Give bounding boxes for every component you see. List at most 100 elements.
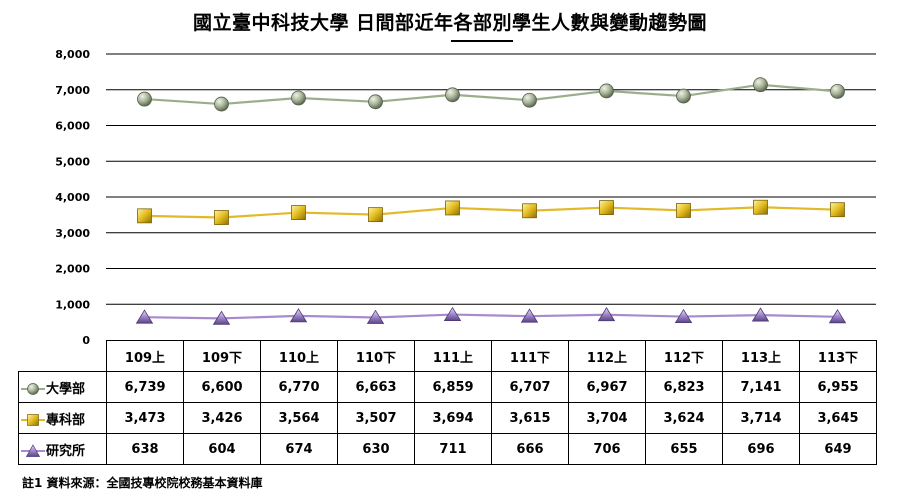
- data-point: [135, 309, 154, 324]
- data-label: 3,507: [337, 402, 415, 434]
- series-line-2: [144, 206, 838, 219]
- table-row: 專科部 3,473 3,426 3,564 3,507 3,694 3,615 3,704 3,…: [18, 402, 877, 434]
- y-tick-label: 1,000: [55, 298, 90, 311]
- y-tick-label: 5,000: [55, 155, 90, 168]
- data-label: 6,770: [260, 371, 338, 403]
- y-tick-label: 4,000: [55, 191, 90, 204]
- data-point: [366, 309, 385, 324]
- data-label: 6,739: [106, 371, 184, 403]
- data-point: [368, 94, 383, 110]
- data-label: 3,694: [414, 402, 492, 434]
- data-point: [212, 310, 231, 325]
- x-category-label: 112下: [645, 340, 723, 372]
- data-point: [137, 208, 152, 224]
- data-point: [443, 306, 462, 321]
- data-point: [753, 77, 768, 93]
- data-label: 3,624: [645, 402, 723, 434]
- data-point: [445, 87, 460, 103]
- legend-marker-icon: [21, 444, 45, 457]
- data-point: [753, 199, 768, 215]
- y-tick-label: 2,000: [55, 263, 90, 276]
- legend-label: 專科部: [46, 412, 86, 428]
- data-label: 696: [722, 433, 800, 465]
- data-point: [830, 202, 845, 218]
- legend-entry: 研究所: [18, 433, 107, 465]
- data-label: 666: [491, 433, 569, 465]
- data-label: 6,859: [414, 371, 492, 403]
- data-table: 109上 109下 110上 110下 111上 111下 112上 112下 113上 113下…: [18, 340, 877, 465]
- x-category-label: 109上: [106, 340, 184, 372]
- x-category-label: 113上: [722, 340, 800, 372]
- data-label: 3,473: [106, 402, 184, 434]
- data-label: 649: [799, 433, 877, 465]
- data-label: 6,967: [568, 371, 646, 403]
- data-label: 630: [337, 433, 415, 465]
- x-category-label: 110下: [337, 340, 415, 372]
- x-category-label: 111下: [491, 340, 569, 372]
- data-label: 674: [260, 433, 338, 465]
- legend-entry: 專科部: [18, 402, 107, 434]
- y-tick-label: 6,000: [55, 120, 90, 133]
- table-row: 研究所 638 604 674 630 711 666 706 655 696 649: [18, 433, 877, 465]
- data-point: [214, 96, 229, 112]
- data-point: [291, 90, 306, 106]
- data-label: 706: [568, 433, 646, 465]
- data-point: [599, 200, 614, 215]
- data-label: 6,707: [491, 371, 569, 403]
- y-tick-label: 0: [82, 334, 90, 345]
- data-point: [522, 203, 537, 219]
- data-label: 3,615: [491, 402, 569, 434]
- table-corner: [18, 340, 107, 372]
- series-line-3: [144, 313, 838, 320]
- data-point: [830, 83, 845, 99]
- legend-marker-icon: [21, 414, 45, 426]
- data-point: [445, 200, 460, 216]
- chart-title: 國立臺中科技大學 日間部近年各部別學生人數與變動趨勢圖: [192, 12, 708, 34]
- data-label: 6,955: [799, 371, 877, 403]
- data-point: [289, 308, 308, 323]
- data-point: [676, 203, 691, 218]
- data-label: 604: [183, 433, 261, 465]
- data-label: 3,564: [260, 402, 338, 434]
- data-point: [214, 210, 229, 225]
- data-label: 6,823: [645, 371, 723, 403]
- legend-entry: 大學部: [18, 371, 107, 403]
- x-category-label: 110上: [260, 340, 338, 372]
- data-point: [599, 83, 614, 99]
- title-underline: [451, 40, 513, 42]
- data-label: 6,663: [337, 371, 415, 403]
- series-line-1: [144, 83, 838, 106]
- legend-marker-icon: [21, 383, 45, 395]
- y-tick-label: 7,000: [55, 84, 90, 97]
- data-label: 638: [106, 433, 184, 465]
- y-tick-label: 3,000: [55, 227, 90, 240]
- data-label: 3,714: [722, 402, 800, 434]
- data-label: 711: [414, 433, 492, 465]
- data-label: 6,600: [183, 371, 261, 403]
- data-point: [751, 307, 770, 322]
- data-point: [368, 207, 383, 223]
- legend-label: 研究所: [46, 443, 86, 459]
- data-label: 7,141: [722, 371, 800, 403]
- x-category-label: 112上: [568, 340, 646, 372]
- data-point: [674, 308, 693, 323]
- data-point: [520, 308, 539, 323]
- legend-label: 大學部: [46, 381, 86, 397]
- x-category-label: 111上: [414, 340, 492, 372]
- data-label: 3,426: [183, 402, 261, 434]
- x-category-label: 113下: [799, 340, 877, 372]
- x-category-label: 109下: [183, 340, 261, 372]
- data-point: [676, 88, 691, 104]
- data-label: 3,645: [799, 402, 877, 434]
- source-note: 註1 資料來源：全國技專校院校務基本資料庫: [22, 476, 263, 490]
- data-point: [828, 309, 847, 324]
- y-tick-label: 8,000: [55, 48, 90, 61]
- data-point: [291, 205, 306, 220]
- data-label: 655: [645, 433, 723, 465]
- data-point: [522, 92, 537, 108]
- table-row: 大學部 6,739 6,600 6,770 6,663 6,859 6,707 6,967 6,…: [18, 371, 877, 403]
- data-point: [597, 306, 616, 322]
- line-chart: 0 1,000 2,000 3,000 4,000 5,000 6,000 7,000 8,00…: [55, 48, 876, 345]
- data-label: 3,704: [568, 402, 646, 434]
- data-point: [137, 91, 152, 107]
